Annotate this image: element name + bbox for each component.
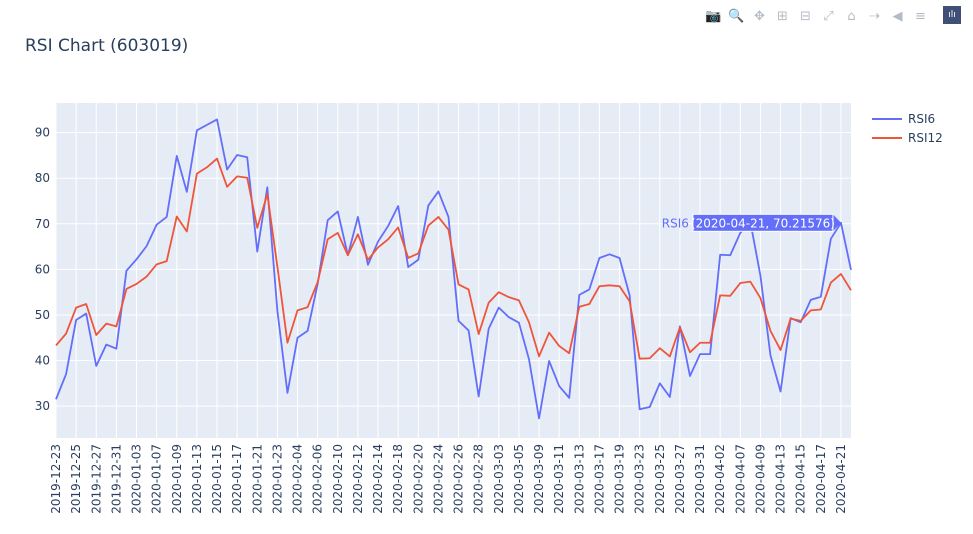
x-tick-label: 2020-01-17 [230, 444, 244, 514]
hover-closest-icon: ◀ [892, 9, 903, 24]
x-tick-label: 2020-04-07 [733, 444, 747, 514]
x-tick-label: 2020-03-19 [613, 444, 627, 514]
zoom-button[interactable]: 🔍 [726, 6, 747, 27]
hover-value-label: (2020-04-21, 70.21576) [691, 216, 835, 230]
x-tick-label: 2020-04-21 [834, 444, 848, 514]
pan-button[interactable]: ✥ [749, 6, 770, 27]
x-tick-label: 2020-02-06 [311, 444, 325, 514]
spikelines-icon: ⇢ [869, 9, 880, 24]
x-tick-label: 2020-01-13 [190, 444, 204, 514]
spike-lines-button[interactable]: ⇢ [864, 6, 885, 27]
plotly-logo-icon: ılı [948, 10, 956, 20]
home-icon: ⌂ [847, 9, 856, 24]
zoom-icon: 🔍 [728, 9, 745, 24]
x-tick-label: 2020-04-09 [753, 444, 767, 514]
x-tick-label: 2020-03-25 [653, 444, 667, 514]
x-tick-label: 2020-01-07 [150, 444, 164, 514]
x-tick-label: 2020-02-24 [431, 444, 445, 514]
chart-title: RSI Chart (603019) [25, 36, 189, 56]
x-tick-label: 2020-04-02 [713, 444, 727, 514]
x-tick-label: 2020-03-09 [532, 444, 546, 514]
legend-item-rsi6[interactable]: RSI6 [872, 112, 935, 126]
zoom-out-button[interactable]: ⊟ [795, 6, 816, 27]
x-tick-label: 2019-12-31 [109, 444, 123, 514]
x-tick-label: 2020-03-31 [693, 444, 707, 514]
y-tick-label: 80 [35, 171, 50, 185]
y-tick-label: 60 [35, 262, 50, 276]
minus-box-icon: ⊟ [800, 9, 811, 24]
camera-icon: 📷 [705, 9, 722, 24]
hover-series-label: RSI6 [662, 216, 689, 230]
x-tick-label: 2020-02-10 [331, 444, 345, 514]
pan-icon: ✥ [754, 9, 765, 24]
x-tick-label: 2020-02-28 [472, 444, 486, 514]
x-tick-label: 2020-02-18 [391, 444, 405, 514]
x-tick-label: 2020-02-26 [452, 444, 466, 514]
zoom-in-button[interactable]: ⊞ [772, 6, 793, 27]
legend-item-rsi12[interactable]: RSI12 [872, 131, 943, 145]
autoscale-icon: ⤢ [823, 9, 834, 24]
x-tick-label: 2020-03-03 [492, 444, 506, 514]
x-tick-label: 2020-01-03 [130, 444, 144, 514]
y-tick-label: 30 [35, 399, 50, 413]
autoscale-button[interactable]: ⤢ [818, 6, 839, 27]
hover-pointer [832, 214, 841, 232]
series-line-rsi12[interactable] [55, 157, 852, 360]
reset-axes-button[interactable]: ⌂ [841, 6, 862, 27]
x-tick-label: 2020-03-05 [512, 444, 526, 514]
modebar: 📷 🔍 ✥ ⊞ ⊟ ⤢ ⌂ ⇢ ◀ ≡ ılı [703, 6, 961, 27]
x-tick-label: 2020-04-15 [794, 444, 808, 514]
x-tick-label: 2020-04-13 [774, 444, 788, 514]
x-tick-label: 2020-03-27 [673, 444, 687, 514]
x-tick-label: 2020-01-15 [210, 444, 224, 514]
legend-label: RSI6 [908, 112, 935, 126]
y-tick-label: 70 [35, 217, 50, 231]
x-tick-label: 2020-03-13 [572, 444, 586, 514]
x-tick-label: 2020-01-23 [270, 444, 284, 514]
x-tick-label: 2020-01-21 [250, 444, 264, 514]
x-tick-label: 2020-03-11 [552, 444, 566, 514]
x-tick-label: 2019-12-27 [89, 444, 103, 514]
y-tick-label: 50 [35, 308, 50, 322]
x-tick-label: 2019-12-23 [49, 444, 63, 514]
x-tick-label: 2020-02-14 [371, 444, 385, 514]
hover-box [692, 213, 834, 232]
x-tick-label: 2020-03-17 [592, 444, 606, 514]
hover-compare-button[interactable]: ≡ [910, 6, 931, 27]
x-tick-label: 2020-04-17 [814, 444, 828, 514]
hover-closest-button[interactable]: ◀ [887, 6, 908, 27]
x-tick-label: 2020-01-09 [170, 444, 184, 514]
x-tick-label: 2020-03-23 [633, 444, 647, 514]
plus-box-icon: ⊞ [777, 9, 788, 24]
x-tick-label: 2019-12-25 [69, 444, 83, 514]
legend-label: RSI12 [908, 131, 943, 145]
download-plot-button[interactable]: 📷 [703, 6, 724, 27]
plotly-logo-button[interactable]: ılı [943, 6, 961, 24]
x-tick-label: 2020-02-20 [411, 444, 425, 514]
x-tick-label: 2020-02-12 [351, 444, 365, 514]
series-line-rsi6[interactable] [55, 118, 852, 420]
y-tick-label: 90 [35, 126, 50, 140]
y-tick-label: 40 [35, 354, 50, 368]
x-tick-label: 2020-02-04 [291, 444, 305, 514]
hover-compare-icon: ≡ [915, 9, 926, 24]
